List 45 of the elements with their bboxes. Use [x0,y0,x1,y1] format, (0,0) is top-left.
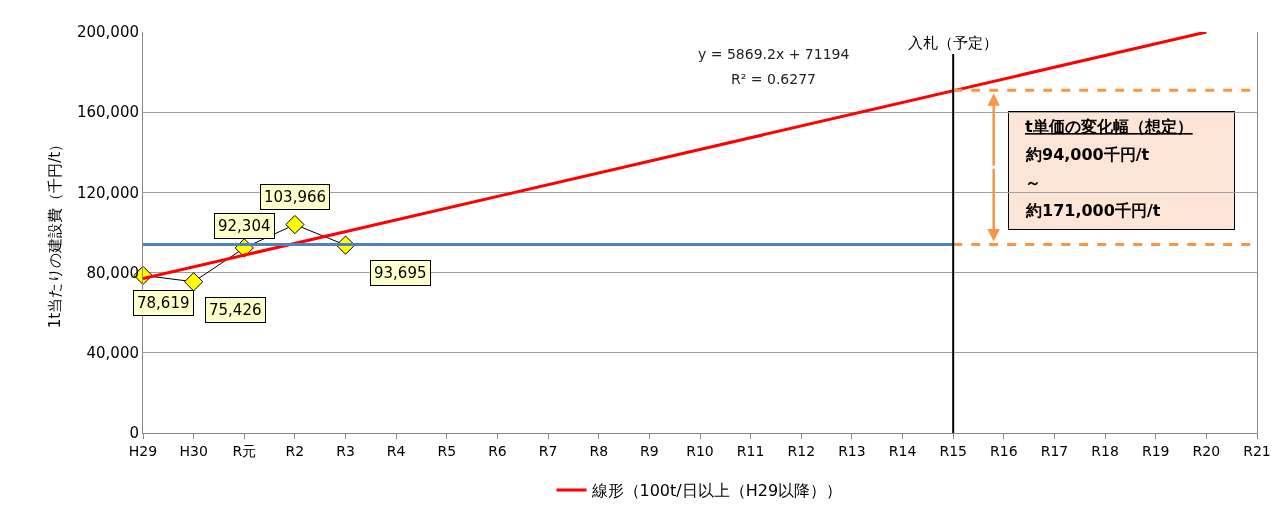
data-label: 92,304 [218,217,271,235]
y-tick-label: 40,000 [86,344,139,363]
x-tick-label: R15 [939,442,967,459]
annotation: 約171,000千円/t [1025,201,1161,220]
data-label: 78,619 [137,294,190,312]
data-label: 75,426 [209,301,262,319]
y-axis-title: 1t当たりの建設費（千円/t） [46,136,65,329]
x-tick-label: R7 [538,442,558,459]
legend-label: 線形（100t/日以上（H29以降）） [590,481,843,501]
data-label: 93,695 [374,264,427,282]
x-tick-label: R18 [1091,442,1119,459]
annotation: 約94,000千円/t [1025,145,1150,164]
x-tick-label: R8 [589,442,609,459]
y-tick-label: 120,000 [76,183,139,202]
x-tick-label: R20 [1192,442,1221,459]
point [184,272,204,292]
x-tick-label: R6 [488,442,507,459]
x-tick-label: R元 [232,442,257,459]
annotation: t単価の変化幅（想定） [1025,117,1193,136]
x-tick-label: R17 [1040,442,1069,459]
x-tick-label: R16 [990,442,1018,459]
x-tick-label: R14 [888,442,917,459]
x-tick-label: R21 [1243,442,1271,459]
x-tick-label: R5 [437,442,457,459]
x-tick-label: R4 [386,442,406,459]
annotation: ～ [1025,173,1041,192]
annotation: R² = 0.6277 [731,71,816,87]
y-tick-label: 160,000 [76,103,139,122]
x-tick-label: R19 [1141,442,1170,459]
annotation: y = 5869.2x + 71194 [698,46,850,62]
x-tick-label: R9 [640,442,659,459]
point [285,214,305,235]
x-tick-label: R3 [336,442,355,459]
x-tick-label: H29 [128,442,158,459]
x-tick-label: R10 [686,442,714,459]
x-tick-label: H30 [179,442,208,459]
y-tick-label: 200,000 [76,23,139,42]
x-tick-label: R13 [838,442,866,459]
x-tick-label: R11 [736,442,765,459]
data-label: 103,966 [264,188,327,206]
y-tick-label: 0 [129,424,139,443]
x-tick-label: R2 [285,442,305,459]
x-tick-label: R12 [787,442,816,459]
y-tick-label: 80,000 [86,263,139,282]
ref-line-label: 入札（予定） [908,34,998,52]
